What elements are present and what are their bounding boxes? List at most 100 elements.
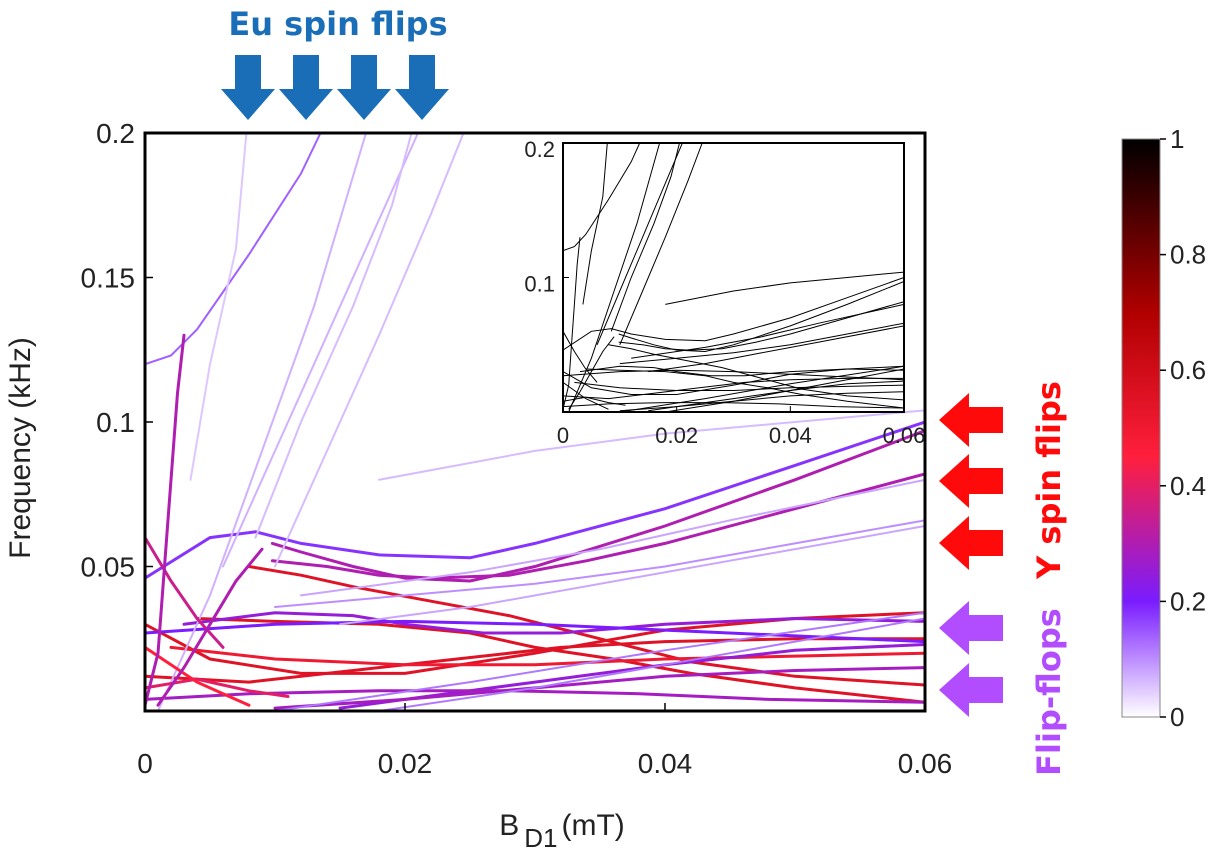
flip-flops-arrows (939, 601, 1003, 717)
x-axis-title: B D1 (mT) (499, 809, 625, 853)
left-arrow-icon (939, 601, 1003, 655)
y-arrows (939, 393, 1003, 570)
left-arrow-icon (939, 663, 1003, 717)
inset-line (585, 368, 904, 409)
x-tick-label: 0.04 (638, 748, 693, 779)
series-line (254, 133, 413, 539)
inset-line (665, 368, 904, 412)
series-line (145, 333, 186, 707)
colorbar-gradient (1121, 138, 1161, 718)
left-arrow-icon (939, 393, 1003, 447)
left-arrow-icon (939, 516, 1003, 570)
series-line (145, 536, 225, 649)
series-line (145, 619, 925, 644)
series-line (222, 133, 419, 568)
series-layer (145, 133, 925, 711)
series-line (145, 645, 251, 707)
inset-line (619, 391, 904, 412)
inset-line (648, 325, 904, 373)
series-line (157, 133, 367, 711)
series-line (274, 519, 925, 608)
eu-spin-flips-label: Eu spin flips (228, 5, 447, 43)
colorbar-tick-label: 0.8 (1170, 240, 1206, 270)
inset-line (665, 271, 904, 305)
series-line (378, 409, 925, 481)
y-tick-label: 0.2 (96, 118, 135, 149)
inset-y-tick-label: 0.2 (524, 137, 555, 162)
y-axis-title: Frequency (kHz) (4, 337, 37, 559)
x-tick-label: 0.06 (898, 748, 953, 779)
eu-spin-flips-annotation: Eu spin flips (221, 5, 449, 120)
inset-axes: 0 0.02 0.04 0.06 0.1 0.2 (524, 137, 925, 448)
y-spin-flips-annotation: Y spin flips (939, 381, 1068, 580)
inset-line (563, 377, 904, 400)
down-arrow-icon (395, 55, 449, 120)
inset-line (631, 303, 904, 359)
inset-line (582, 143, 608, 305)
series-line (378, 617, 925, 711)
inset-x-tick-label: 0.04 (769, 423, 812, 448)
inset-line (568, 143, 661, 412)
inset-line (563, 369, 904, 381)
series-line (300, 478, 925, 597)
inset-y-tick-label: 0.1 (524, 272, 555, 297)
series-line (189, 133, 248, 481)
inset-line (568, 336, 615, 410)
down-arrow-icon (221, 55, 275, 120)
colorbar-tick-label: 1 (1170, 124, 1184, 154)
series-line (270, 429, 925, 583)
series-line (273, 666, 925, 710)
inset-x-tick-label: 0 (557, 423, 569, 448)
inset-line (619, 322, 904, 365)
left-arrow-icon (939, 454, 1003, 508)
inset-lines (563, 143, 904, 412)
inset-line (610, 143, 680, 332)
x-axis: 0 0.02 0.04 0.06 (137, 703, 952, 779)
inset-line (563, 331, 598, 383)
y-tick-label: 0.15 (81, 263, 136, 294)
y-tick-label: 0.05 (81, 552, 136, 583)
inset-line (619, 365, 904, 412)
colorbar-tick-label: 0.6 (1170, 355, 1206, 385)
series-line (145, 677, 290, 698)
inset-line (574, 381, 904, 391)
x-axis-title-main: B (499, 809, 519, 842)
x-axis-title-unit: (mT) (561, 809, 624, 842)
colorbar-tick-label: 0 (1170, 702, 1184, 732)
inset-line (563, 381, 609, 410)
inset-line (579, 365, 904, 377)
inset-x-tick-label: 0.02 (655, 423, 698, 448)
inset-line (619, 143, 703, 345)
inset-chart: 0 0.02 0.04 0.06 0.1 0.2 (524, 137, 925, 448)
down-arrow-icon (279, 55, 333, 120)
inset-line (563, 237, 581, 410)
series-line (339, 525, 925, 626)
x-tick-label: 0 (137, 748, 153, 779)
x-tick-label: 0.02 (378, 748, 433, 779)
inset-line (596, 143, 683, 345)
colorbar-tick-label: 0.4 (1170, 471, 1206, 501)
down-arrow-icon (337, 55, 391, 120)
x-axis-title-subscript: D1 (524, 823, 557, 853)
eu-arrows (221, 55, 449, 120)
series-line (274, 611, 925, 711)
y-spin-flips-label: Y spin flips (1030, 381, 1068, 580)
colorbar: 0 0.2 0.4 0.6 0.8 1 (1121, 124, 1206, 732)
y-axis: 0.05 0.1 0.15 0.2 (81, 118, 153, 583)
flip-flops-annotation: Flip-flops (939, 601, 1068, 776)
flip-flops-label: Flip-flops (1030, 608, 1068, 776)
inset-line (563, 396, 626, 406)
colorbar-tick-label: 0.2 (1170, 586, 1206, 616)
series-line (145, 637, 925, 684)
inset-line (563, 143, 641, 252)
series-line (274, 133, 465, 568)
series-line (270, 472, 925, 580)
y-tick-label: 0.1 (96, 407, 135, 438)
inset-line (618, 301, 904, 351)
colorbar-ticks: 0 0.2 0.4 0.6 0.8 1 (1160, 124, 1206, 732)
series-line (145, 133, 322, 366)
series-line (156, 547, 264, 707)
inset-line (618, 281, 904, 353)
series-line (182, 611, 925, 635)
